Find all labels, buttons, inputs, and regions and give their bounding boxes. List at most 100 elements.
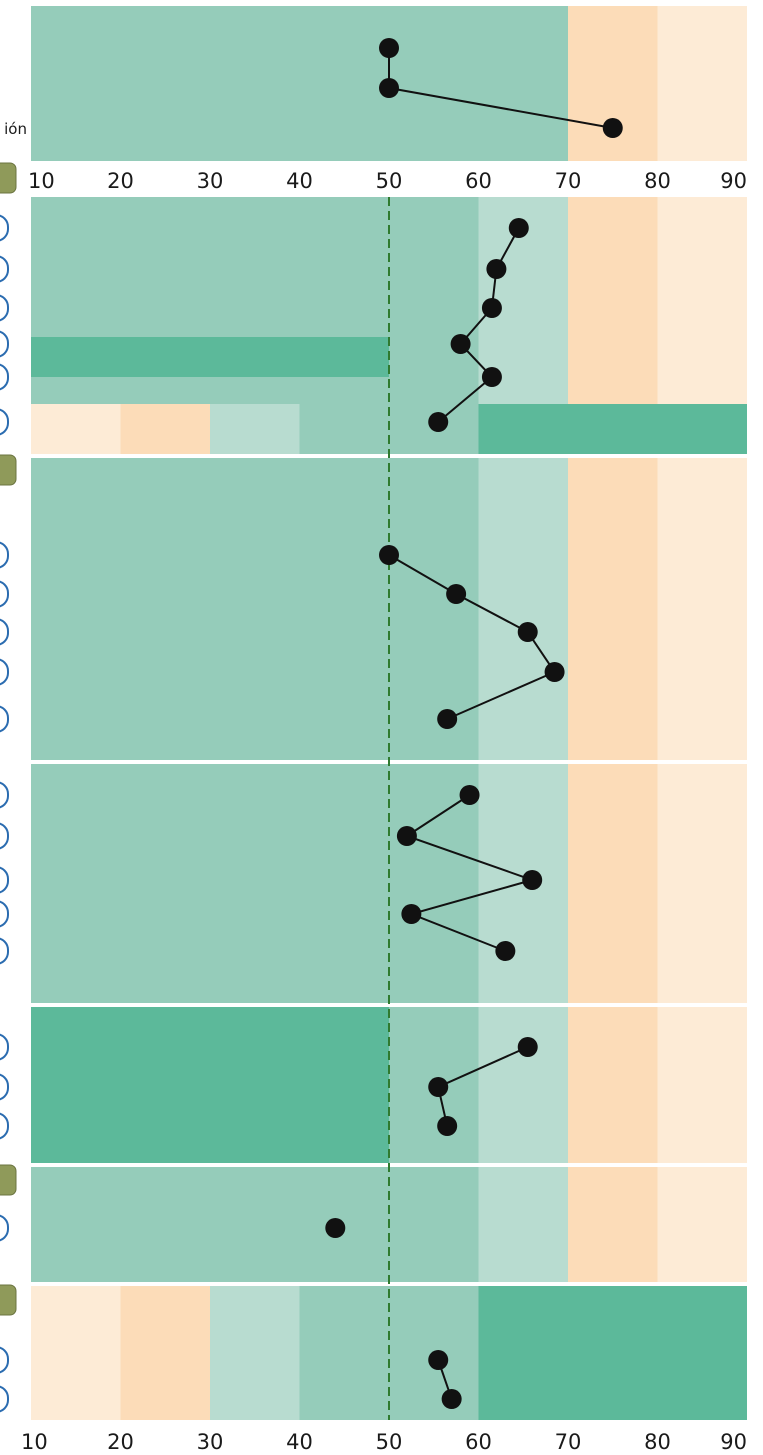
panel-5-point-1: [428, 1350, 449, 1370]
panel-0-row6-band-4: [478, 404, 747, 454]
row-labels: ión: [4, 120, 27, 138]
section-bullet-icon: [0, 454, 17, 486]
x-tick-label-top: 50: [376, 169, 403, 193]
panel-1-point-1: [379, 545, 399, 565]
panel-2-band-0: [31, 764, 479, 1003]
panel-0-row6-band-1: [120, 404, 210, 454]
panel-0-row6-band-2: [210, 404, 300, 454]
x-tick-label-top: 30: [197, 169, 224, 193]
panel-3-point-1: [517, 1037, 538, 1057]
panel-0-point-4: [450, 334, 471, 354]
section-bullet-icon: [0, 1164, 17, 1196]
top-panel-point-1: [379, 38, 399, 58]
panel-1-band-1: [478, 458, 568, 760]
row-marker: [0, 1073, 9, 1101]
panel-1-point-4: [544, 662, 565, 682]
panel-3-band-4: [657, 1007, 747, 1163]
row-marker: [0, 1033, 9, 1061]
x-tick-label-top: 90: [720, 169, 747, 193]
x-tick-label-bottom: 80: [644, 1430, 671, 1454]
row-marker: [0, 214, 9, 242]
profile-points: [325, 38, 623, 1409]
panel-5-point-2: [441, 1389, 462, 1409]
panel-2-band-3: [657, 764, 747, 1003]
panel-4-band-2: [568, 1167, 658, 1282]
row-marker: [0, 618, 9, 646]
row-marker: [0, 408, 9, 436]
x-tick-label-top: 70: [555, 169, 582, 193]
panel-4-band-3: [657, 1167, 747, 1282]
row-marker: [0, 658, 9, 686]
panel-5-band-1: [120, 1286, 210, 1420]
row-marker: [0, 900, 9, 928]
row-marker: [0, 822, 9, 850]
panel-0-point-3: [481, 298, 502, 318]
x-tick-label-bottom: 40: [286, 1430, 313, 1454]
panel-1-point-5: [437, 709, 458, 729]
row-marker: [0, 1112, 9, 1140]
row-marker: [0, 363, 9, 391]
row-marker: [0, 1214, 9, 1242]
x-tick-label-top: 60: [465, 169, 492, 193]
row-marker: [0, 580, 9, 608]
panel-3-band-3: [568, 1007, 658, 1163]
x-tick-label-top: 80: [644, 169, 671, 193]
x-tick-label-bottom: 50: [376, 1430, 403, 1454]
panel-3-point-3: [437, 1116, 458, 1136]
panel-1-band-3: [657, 458, 747, 760]
panel-0-row6-band-0: [31, 404, 121, 454]
row-marker: [0, 294, 9, 322]
x-tick-label-top: 10: [28, 169, 55, 193]
panel-1-point-3: [517, 622, 538, 642]
panel-4-band-0: [31, 1167, 479, 1282]
row-marker: [0, 937, 9, 965]
x-tick-label-bottom: 20: [107, 1430, 134, 1454]
top-panel-point-2: [379, 78, 399, 98]
panel-1-point-2: [446, 584, 467, 604]
panel-0-point-2: [486, 259, 507, 279]
panel-2-point-4: [401, 904, 422, 924]
x-tick-label-bottom: 60: [465, 1430, 492, 1454]
panel-3-band-0: [31, 1007, 389, 1163]
row-marker: [0, 705, 9, 733]
x-tick-label-bottom: 70: [555, 1430, 582, 1454]
row-marker: [0, 541, 9, 569]
panel-0-point-6: [428, 412, 449, 432]
score-bands: [31, 6, 747, 1420]
row-marker: [0, 781, 9, 809]
panel-0-point-1: [508, 218, 529, 238]
panel-2-point-5: [495, 941, 516, 961]
panel-0-point-5: [481, 367, 502, 387]
panel-2-point-2: [396, 826, 417, 846]
x-tick-label-top: 40: [286, 169, 313, 193]
top-panel-point-3: [602, 118, 623, 138]
panel-5-band-0: [31, 1286, 121, 1420]
x-tick-label-bottom: 10: [21, 1430, 48, 1454]
panel-3-point-2: [428, 1077, 449, 1097]
x-axis-labels: 10 10 20 20 30 30 40 40 50 50 60 60 70 70 80 80 90 90: [21, 169, 747, 1454]
top-row-label: ión: [4, 120, 27, 138]
panel-5-band-4: [478, 1286, 747, 1420]
panel-3-band-2: [478, 1007, 568, 1163]
row-marker: [0, 255, 9, 283]
x-tick-label-top: 20: [107, 169, 134, 193]
panel-4-point-1: [325, 1218, 346, 1238]
top-panel-band-0: [31, 6, 568, 161]
panel-2-point-1: [459, 785, 480, 805]
row-marker: [0, 1385, 9, 1413]
section-bullet-icon: [0, 162, 17, 194]
panel-2-band-2: [568, 764, 658, 1003]
top-panel-band-2: [657, 6, 747, 161]
panel-4-band-1: [478, 1167, 568, 1282]
panel-5-band-2: [210, 1286, 300, 1420]
row-marker: [0, 1346, 9, 1374]
section-bullet-icon: [0, 1284, 17, 1316]
panel-1-band-0: [31, 458, 479, 760]
panel-1-band-2: [568, 458, 658, 760]
panel-2-point-3: [522, 870, 543, 890]
x-tick-label-bottom: 30: [197, 1430, 224, 1454]
x-tick-label-bottom: 90: [720, 1430, 747, 1454]
row-markers: [0, 162, 17, 1413]
